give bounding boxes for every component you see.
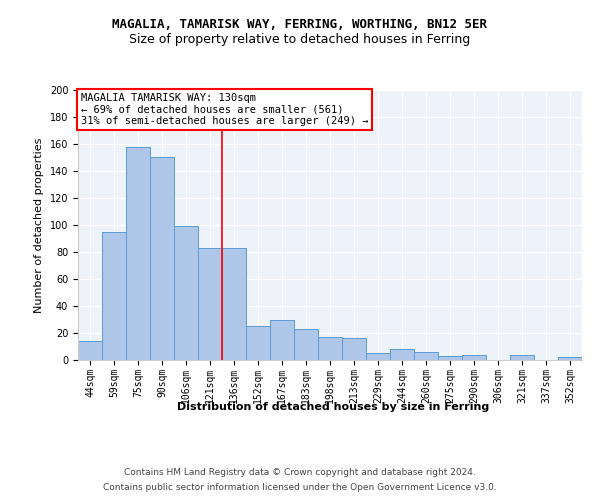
Bar [390, 349, 414, 360]
Bar [174, 226, 198, 360]
Bar [126, 146, 150, 360]
Bar [414, 352, 438, 360]
Bar [510, 354, 534, 360]
Bar [462, 354, 486, 360]
Bar [78, 341, 102, 360]
Bar [294, 329, 318, 360]
Text: Size of property relative to detached houses in Ferring: Size of property relative to detached ho… [130, 32, 470, 46]
Bar [318, 337, 342, 360]
Bar [198, 248, 222, 360]
Text: Contains HM Land Registry data © Crown copyright and database right 2024.: Contains HM Land Registry data © Crown c… [124, 468, 476, 477]
Bar [246, 326, 270, 360]
Y-axis label: Number of detached properties: Number of detached properties [34, 138, 44, 312]
Bar [102, 232, 126, 360]
Bar [342, 338, 366, 360]
Bar [366, 353, 390, 360]
Bar [150, 158, 174, 360]
Bar [222, 248, 246, 360]
Bar [558, 358, 582, 360]
Text: MAGALIA TAMARISK WAY: 130sqm
← 69% of detached houses are smaller (561)
31% of s: MAGALIA TAMARISK WAY: 130sqm ← 69% of de… [80, 92, 368, 126]
Text: MAGALIA, TAMARISK WAY, FERRING, WORTHING, BN12 5ER: MAGALIA, TAMARISK WAY, FERRING, WORTHING… [113, 18, 487, 30]
Bar [270, 320, 294, 360]
Text: Distribution of detached houses by size in Ferring: Distribution of detached houses by size … [177, 402, 489, 412]
Text: Contains public sector information licensed under the Open Government Licence v3: Contains public sector information licen… [103, 483, 497, 492]
Bar [438, 356, 462, 360]
